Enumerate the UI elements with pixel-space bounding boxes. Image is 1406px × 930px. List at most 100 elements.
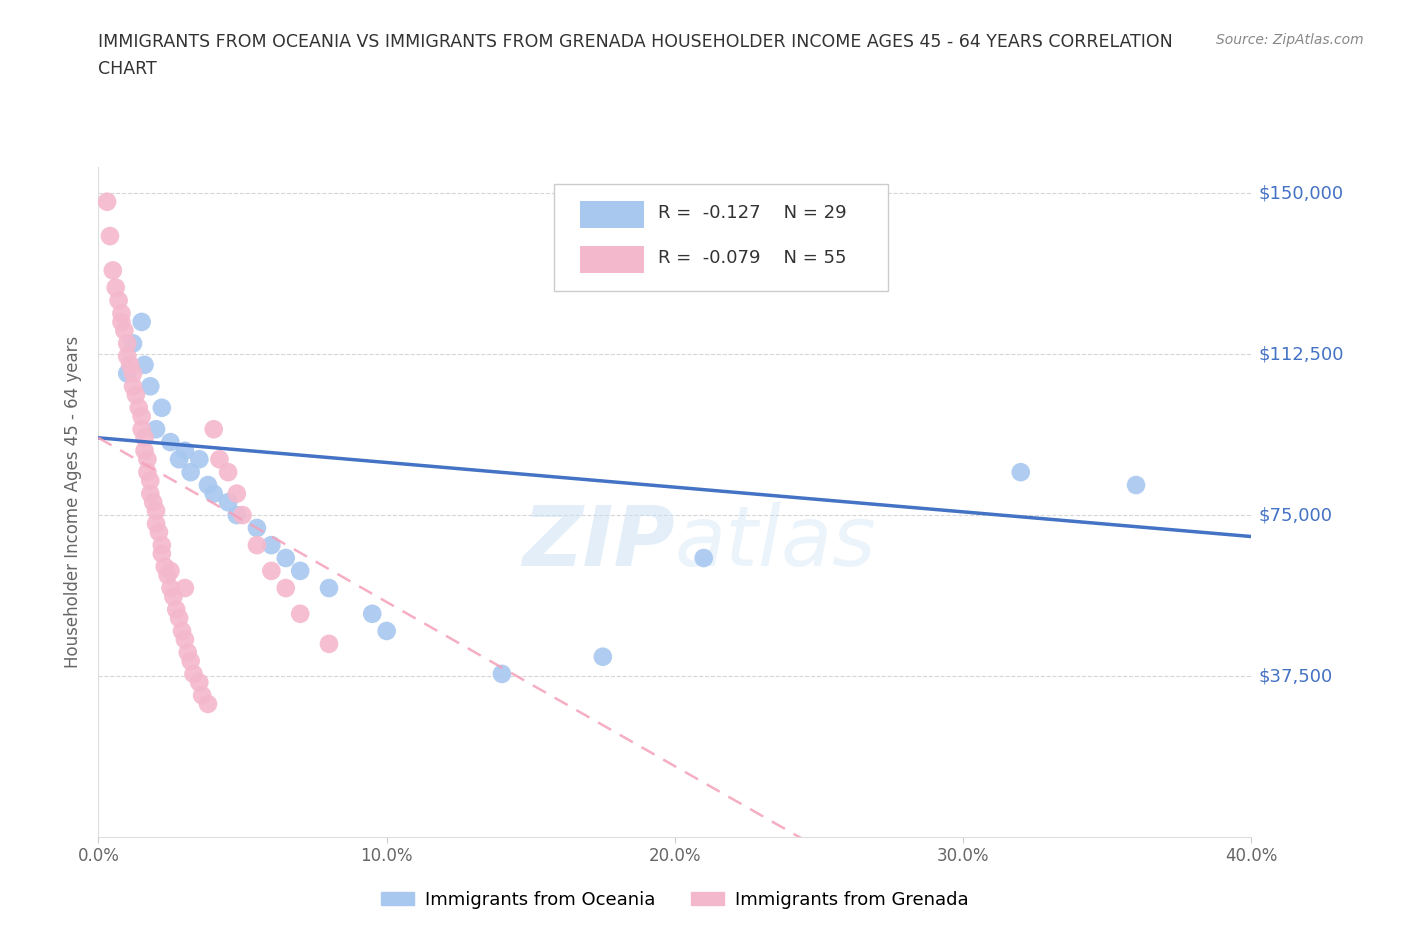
Point xyxy=(1010,465,1032,480)
Point xyxy=(191,688,214,703)
Point xyxy=(131,409,153,424)
Point xyxy=(153,559,176,574)
Point xyxy=(208,452,231,467)
Point xyxy=(150,538,173,552)
Point xyxy=(693,551,716,565)
FancyBboxPatch shape xyxy=(581,246,644,272)
Point xyxy=(104,280,127,295)
Point xyxy=(107,293,129,308)
Point xyxy=(197,478,219,493)
Point xyxy=(246,521,269,536)
FancyBboxPatch shape xyxy=(554,184,889,291)
Point xyxy=(202,422,225,437)
Point xyxy=(197,697,219,711)
Point xyxy=(120,357,142,372)
Point xyxy=(134,357,156,372)
Text: Source: ZipAtlas.com: Source: ZipAtlas.com xyxy=(1216,33,1364,46)
Point xyxy=(174,444,197,458)
Point xyxy=(131,422,153,437)
Text: atlas: atlas xyxy=(675,502,876,583)
Point xyxy=(246,538,269,552)
FancyBboxPatch shape xyxy=(581,201,644,228)
Point xyxy=(180,465,202,480)
Point xyxy=(125,388,148,403)
Point xyxy=(361,606,384,621)
Point xyxy=(110,306,132,321)
Point xyxy=(122,336,145,351)
Point xyxy=(136,452,159,467)
Point xyxy=(225,486,247,501)
Point xyxy=(134,444,156,458)
Point xyxy=(101,263,124,278)
Point xyxy=(145,503,167,518)
Point xyxy=(96,194,118,209)
Point xyxy=(162,590,184,604)
Point xyxy=(117,366,138,381)
Point xyxy=(122,379,145,393)
Y-axis label: Householder Income Ages 45 - 64 years: Householder Income Ages 45 - 64 years xyxy=(65,336,83,669)
Point xyxy=(159,564,181,578)
Point xyxy=(217,495,239,510)
Point xyxy=(231,508,254,523)
Text: IMMIGRANTS FROM OCEANIA VS IMMIGRANTS FROM GRENADA HOUSEHOLDER INCOME AGES 45 - : IMMIGRANTS FROM OCEANIA VS IMMIGRANTS FR… xyxy=(98,33,1173,50)
Point xyxy=(139,379,162,393)
Point xyxy=(131,314,153,329)
Point xyxy=(117,349,138,364)
Point xyxy=(274,551,297,565)
Point xyxy=(145,516,167,531)
Point xyxy=(167,452,190,467)
Point xyxy=(98,229,121,244)
Point xyxy=(134,431,156,445)
Text: R =  -0.127    N = 29: R = -0.127 N = 29 xyxy=(658,204,846,222)
Point xyxy=(318,636,340,651)
Point xyxy=(274,580,297,595)
Point xyxy=(318,580,340,595)
Point xyxy=(139,486,162,501)
Point xyxy=(188,675,211,690)
Point xyxy=(188,452,211,467)
Point xyxy=(165,602,187,617)
Text: CHART: CHART xyxy=(98,60,157,78)
Point xyxy=(180,654,202,669)
Point xyxy=(202,486,225,501)
Point xyxy=(170,623,193,638)
Text: ZIP: ZIP xyxy=(522,502,675,583)
Point xyxy=(183,667,205,682)
Point xyxy=(110,314,132,329)
Point xyxy=(592,649,614,664)
Point xyxy=(142,495,165,510)
Point xyxy=(148,525,170,539)
Point xyxy=(491,667,513,682)
Text: $112,500: $112,500 xyxy=(1258,345,1344,363)
Point xyxy=(136,465,159,480)
Point xyxy=(167,611,190,626)
Point xyxy=(177,645,200,660)
Point xyxy=(128,400,150,415)
Text: $75,000: $75,000 xyxy=(1258,506,1333,525)
Point xyxy=(139,473,162,488)
Point xyxy=(260,538,283,552)
Point xyxy=(150,546,173,561)
Point xyxy=(159,580,181,595)
Point xyxy=(225,508,247,523)
Point xyxy=(145,422,167,437)
Point xyxy=(260,564,283,578)
Point xyxy=(159,434,181,449)
Point xyxy=(156,567,179,582)
Legend: Immigrants from Oceania, Immigrants from Grenada: Immigrants from Oceania, Immigrants from… xyxy=(374,884,976,916)
Point xyxy=(290,606,312,621)
Point xyxy=(721,272,744,286)
Point xyxy=(112,323,135,338)
Point xyxy=(375,623,398,638)
Point xyxy=(1125,478,1147,493)
Point xyxy=(174,580,197,595)
Point xyxy=(174,632,197,647)
Text: $37,500: $37,500 xyxy=(1258,667,1333,685)
Text: $150,000: $150,000 xyxy=(1258,184,1344,202)
Point xyxy=(122,366,145,381)
Point xyxy=(290,564,312,578)
Text: R =  -0.079    N = 55: R = -0.079 N = 55 xyxy=(658,249,846,267)
Point xyxy=(150,400,173,415)
Point xyxy=(117,336,138,351)
Point xyxy=(217,465,239,480)
